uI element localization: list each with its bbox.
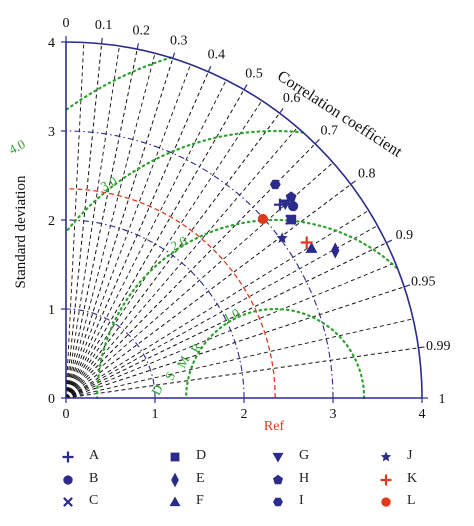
correlation-ray — [65, 183, 352, 399]
y-tick-label: 2 — [48, 214, 55, 229]
correlation-tick — [101, 37, 103, 44]
y-tick-label: 4 — [48, 36, 55, 51]
std-arc — [65, 130, 334, 399]
diagram-grid — [64, 42, 419, 400]
correlation-tick-label: 0 — [63, 16, 70, 31]
data-points — [257, 179, 340, 259]
correlation-ray — [65, 347, 419, 399]
correlation-tick-label: 1 — [439, 392, 446, 407]
data-point-k — [300, 236, 313, 249]
data-point-e — [331, 242, 340, 259]
std-arc — [65, 308, 156, 399]
data-point-i — [269, 179, 281, 190]
correlation-tick-label: 0.99 — [426, 339, 451, 354]
correlation-tick-label: 0.5 — [245, 66, 263, 81]
correlation-tick — [136, 43, 139, 50]
correlation-tick — [404, 284, 411, 288]
x-tick-label: 4 — [419, 407, 426, 422]
rmsd-contour — [64, 56, 173, 112]
correlation-tick — [386, 239, 393, 244]
rmsd-contour — [66, 129, 305, 232]
rmsd-contour — [185, 307, 366, 400]
data-point-d — [286, 214, 297, 225]
correlation-tick — [314, 139, 320, 145]
x-tick-label: 0 — [63, 407, 70, 422]
data-point-f — [305, 242, 318, 253]
x-tick-label: 2 — [241, 407, 248, 422]
correlation-axis-label: Correlation coefficient — [274, 68, 405, 162]
correlation-ray — [65, 318, 414, 399]
correlation-tick-label: 0.3 — [170, 33, 188, 48]
y-tick-label: 0 — [48, 392, 55, 407]
correlation-tick — [207, 65, 212, 72]
data-point-b — [288, 201, 299, 212]
correlation-ray — [65, 79, 227, 399]
correlation-tick-label: 0.4 — [208, 47, 226, 62]
diagram-frame — [61, 36, 428, 403]
y-axis-label: Standard deviation — [13, 175, 29, 288]
rmsd-contour-label: 4.0 — [6, 136, 27, 157]
correlation-tick — [243, 84, 248, 90]
correlation-ray — [65, 242, 387, 399]
correlation-tick — [279, 108, 284, 114]
rmsd-axis-label-letter: M — [174, 353, 193, 371]
x-tick-label: 3 — [330, 407, 337, 422]
correlation-tick-label: 0.2 — [132, 24, 150, 39]
reference-arc — [65, 188, 276, 399]
correlation-tick-label: 0.1 — [95, 18, 113, 33]
std-arc — [65, 219, 245, 399]
y-tick-label: 3 — [48, 125, 55, 140]
correlation-tick — [418, 346, 425, 349]
correlation-ray — [65, 225, 378, 399]
rmsd-contour-label: 3.0 — [98, 173, 119, 194]
correlation-tick — [172, 52, 176, 59]
rmsd-contour-label: 1.0 — [221, 305, 242, 326]
data-point-g — [279, 199, 292, 210]
outer-arc — [65, 41, 423, 399]
correlation-ray — [65, 89, 245, 399]
data-point-j — [276, 232, 288, 243]
reference-label: Ref — [264, 419, 285, 434]
x-tick-label: 1 — [152, 407, 159, 422]
correlation-tick-label: 0.9 — [396, 228, 414, 243]
rmsd-axis-label-letter: S — [162, 369, 179, 382]
y-tick-label: 1 — [48, 303, 55, 318]
correlation-tick — [350, 180, 356, 185]
correlation-tick-label: 0.7 — [320, 124, 338, 139]
correlation-ray — [65, 64, 192, 399]
data-point-l — [257, 213, 269, 225]
correlation-tick-label: 0.6 — [283, 91, 301, 106]
correlation-tick-label: 0.8 — [358, 166, 376, 181]
data-point-h — [285, 191, 297, 202]
correlation-tick-label: 0.95 — [411, 275, 436, 290]
rmsd-contour-label: 2.0 — [168, 233, 189, 254]
